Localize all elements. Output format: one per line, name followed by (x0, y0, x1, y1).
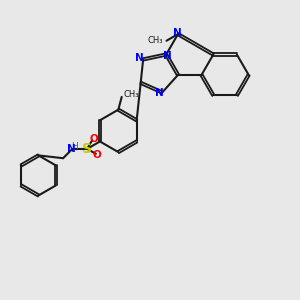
Text: H: H (71, 142, 78, 151)
Text: N: N (155, 88, 164, 98)
Text: CH₃: CH₃ (148, 36, 163, 45)
Text: N: N (173, 28, 182, 38)
Text: O: O (89, 134, 98, 144)
Text: N: N (67, 144, 75, 154)
Text: S: S (82, 142, 92, 156)
Text: N: N (163, 51, 172, 61)
Text: CH₃: CH₃ (123, 90, 139, 99)
Text: O: O (93, 150, 102, 160)
Text: N: N (135, 53, 144, 63)
